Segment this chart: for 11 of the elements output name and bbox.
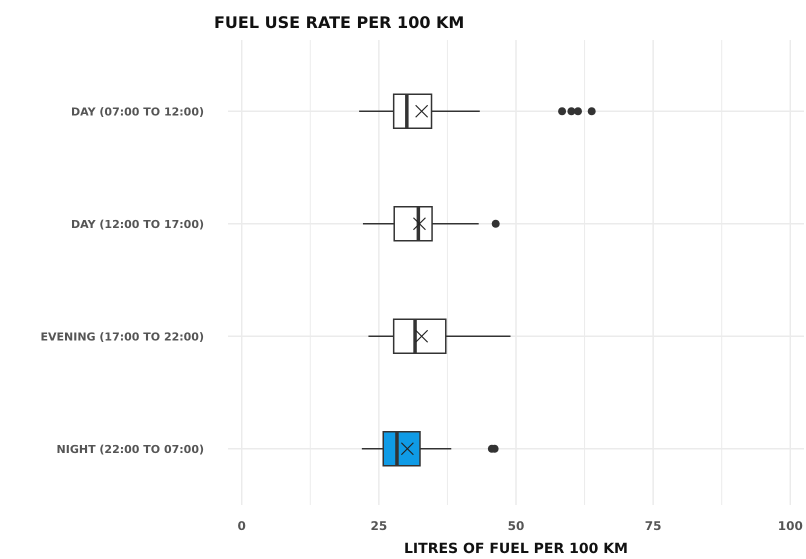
x-tick-label: 50 xyxy=(508,519,524,533)
x-tick-label: 25 xyxy=(370,519,388,533)
x-tick-label: 75 xyxy=(644,519,662,533)
chart-title: FUEL USE RATE PER 100 KM xyxy=(214,13,464,32)
y-tick-label: EVENING (17:00 TO 22:00) xyxy=(40,330,204,344)
x-tick-label: 100 xyxy=(778,519,803,533)
y-tick-label: DAY (12:00 TO 17:00) xyxy=(71,218,204,231)
x-axis-title: LITRES OF FUEL PER 100 KM xyxy=(404,541,628,557)
y-tick-label: DAY (07:00 TO 12:00) xyxy=(71,105,204,118)
y-tick-label: NIGHT (22:00 TO 07:00) xyxy=(56,442,204,456)
x-tick-label: 0 xyxy=(238,519,246,533)
